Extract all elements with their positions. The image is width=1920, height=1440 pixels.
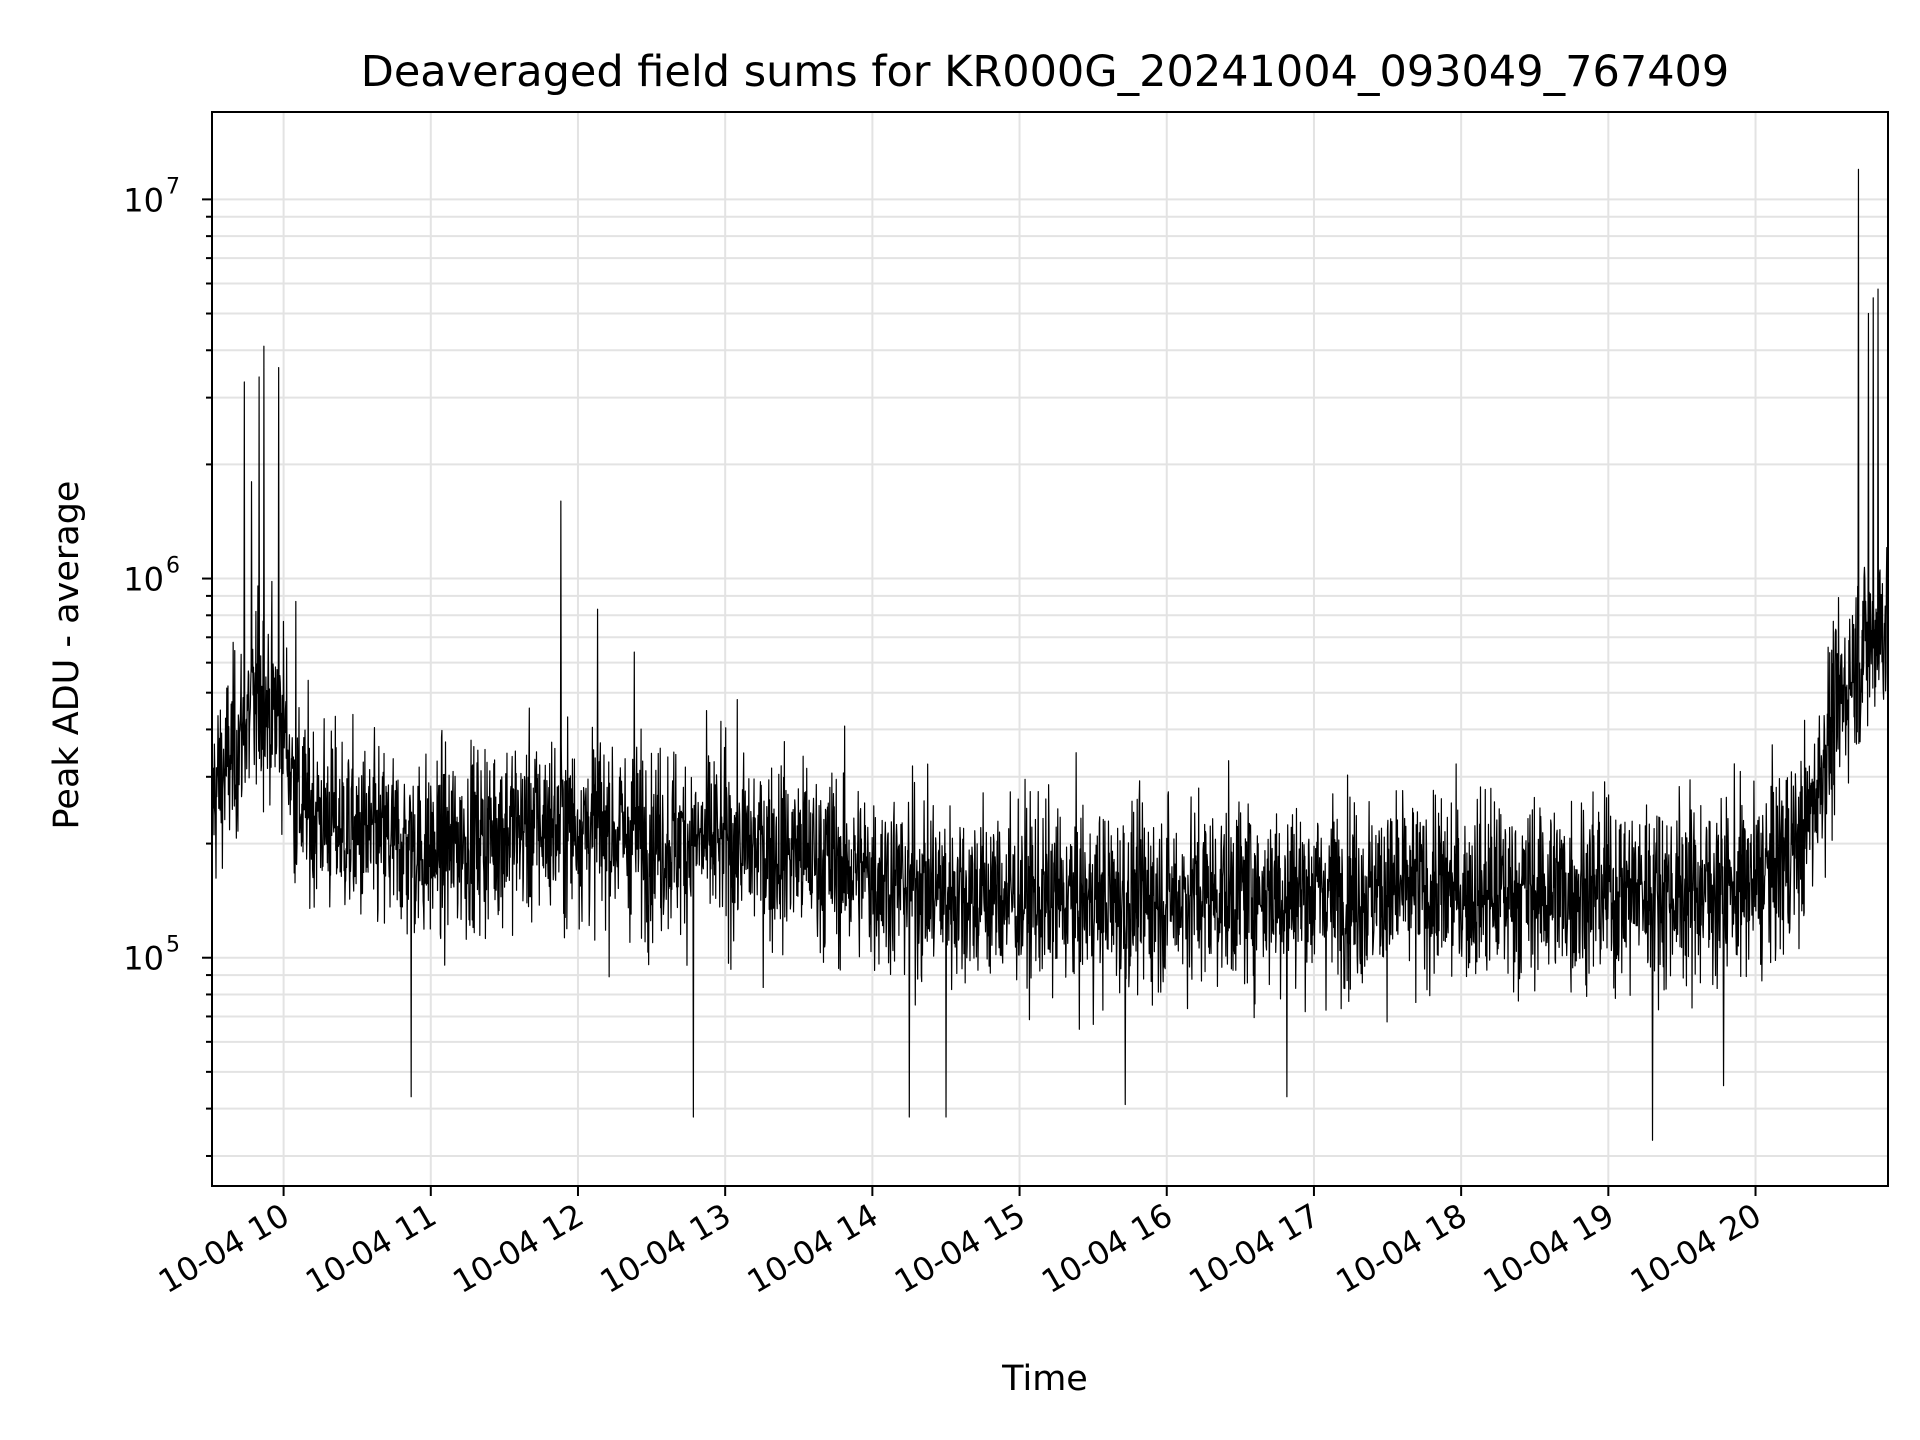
y-tick-label: 10 <box>123 181 164 219</box>
x-axis-label: Time <box>1001 1359 1088 1399</box>
x-tick-label: 10-04 19 <box>1477 1196 1621 1301</box>
x-tick-label: 10-04 14 <box>741 1196 885 1301</box>
x-tick-label: 10-04 11 <box>299 1196 443 1301</box>
y-tick-label: 10 <box>123 940 164 978</box>
chart-title: Deaveraged field sums for KR000G_2024100… <box>361 47 1730 97</box>
series-layer <box>212 168 1888 1141</box>
y-axis-label: Peak ADU - average <box>47 481 87 830</box>
x-tick-label: 10-04 20 <box>1624 1196 1768 1301</box>
y-tick-label: 10 <box>123 561 164 599</box>
plot-frame <box>211 111 1889 1187</box>
y-tick-exponent: 6 <box>166 554 180 579</box>
grid-lines <box>212 112 1888 1186</box>
x-axis-ticks: 10-04 10 10-04 11 10-04 12 10-04 13 10-04 14… <box>152 1186 1768 1301</box>
x-tick-label: 10-04 16 <box>1035 1196 1179 1301</box>
x-tick-label: 10-04 10 <box>152 1196 296 1301</box>
x-tick-label: 10-04 18 <box>1330 1196 1474 1301</box>
x-tick-label: 10-04 12 <box>446 1196 590 1301</box>
y-tick-exponent: 5 <box>166 933 180 958</box>
series-line <box>212 168 1888 1141</box>
x-tick-label: 10-04 15 <box>888 1196 1032 1301</box>
y-tick-exponent: 7 <box>166 174 180 199</box>
x-tick-label: 10-04 13 <box>594 1196 738 1301</box>
x-tick-label: 10-04 17 <box>1182 1196 1326 1301</box>
